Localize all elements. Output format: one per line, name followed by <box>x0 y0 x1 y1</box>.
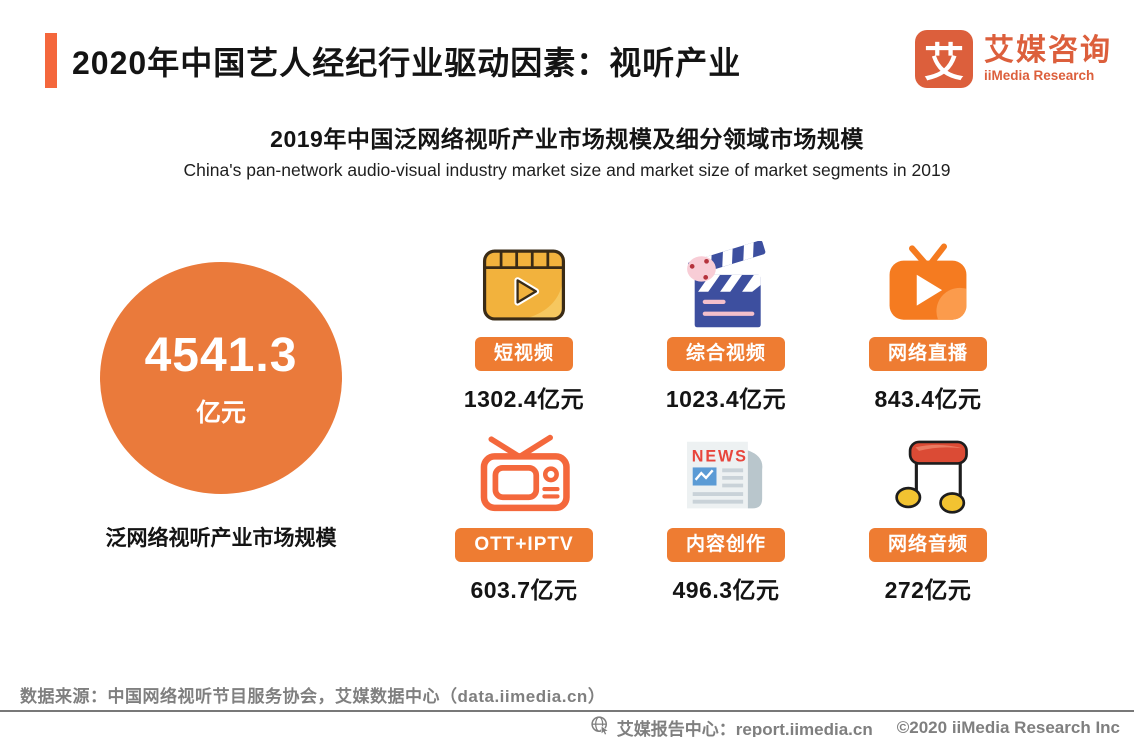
total-label: 泛网络视听产业市场规模 <box>105 527 337 550</box>
segment-label-pill: 网络音频 <box>868 528 987 562</box>
title-accent-bar <box>45 33 57 88</box>
report-center-text: 艾媒报告中心：report.iimedia.cn <box>616 720 873 737</box>
live-tv-icon <box>883 238 973 332</box>
logo-name-en: iiMedia Research <box>984 68 1095 84</box>
total-market-circle: 4541.3 亿元 <box>100 262 342 494</box>
copyright-text: ©2020 iiMedia Research Inc <box>896 717 1120 737</box>
segment-audio: 网络音频 272亿元 <box>827 429 1029 620</box>
logo-text: 艾媒咨询 iiMedia Research <box>984 35 1112 84</box>
bottom-bar: 艾媒报告中心：report.iimedia.cn ©2020 iiMedia R… <box>590 715 1120 737</box>
data-source-note: 数据来源：中国网络视听节目服务协会，艾媒数据中心（data.iimedia.cn… <box>20 687 606 706</box>
news-icon: NEWS <box>680 429 772 523</box>
segment-label-pill: 内容创作 <box>666 528 785 562</box>
segment-content-creation: NEWS 内容创作 496.3亿元 <box>625 429 827 620</box>
iimedia-logo-icon: 艾 <box>915 30 973 88</box>
segment-value: 1302.4亿元 <box>463 386 585 412</box>
segment-value: 843.4亿元 <box>874 386 982 412</box>
iimedia-logo: 艾 艾媒咨询 iiMedia Research <box>915 30 1112 88</box>
total-unit: 亿元 <box>195 398 246 427</box>
segment-value: 1023.4亿元 <box>665 386 787 412</box>
segments-grid: 短视频 1302.4亿元 <box>423 238 1029 620</box>
logo-name-cn: 艾媒咨询 <box>984 33 1112 67</box>
chart-subtitle-en: China's pan-network audio-visual industr… <box>183 160 951 180</box>
globe-cursor-icon <box>590 715 610 737</box>
segment-value: 496.3亿元 <box>672 577 780 603</box>
segment-label-pill: 综合视频 <box>666 337 785 371</box>
segment-video: 综合视频 1023.4亿元 <box>625 238 827 429</box>
header: 2020年中国艺人经纪行业驱动因素：视听产业 <box>45 33 741 88</box>
segment-label-pill: 短视频 <box>474 337 573 371</box>
segment-live: 网络直播 843.4亿元 <box>827 238 1029 429</box>
clapperboard-icon <box>679 238 773 332</box>
chart-title: 2019年中国泛网络视听产业市场规模及细分领域市场规模 <box>270 126 864 152</box>
segment-short-video: 短视频 1302.4亿元 <box>423 238 625 429</box>
total-value: 4541.3 <box>144 328 298 382</box>
segment-label-pill: 网络直播 <box>868 337 987 371</box>
svg-text:NEWS: NEWS <box>692 448 748 466</box>
segment-label-pill: OTT+IPTV <box>455 528 593 562</box>
segment-value: 272亿元 <box>884 577 972 603</box>
music-note-icon <box>885 429 971 523</box>
short-video-icon <box>480 238 568 332</box>
footer-divider <box>0 710 1134 712</box>
segment-ott-iptv: OTT+IPTV 603.7亿元 <box>423 429 625 620</box>
ott-tv-icon <box>475 429 573 523</box>
page-title: 2020年中国艺人经纪行业驱动因素：视听产业 <box>72 44 742 81</box>
segment-value: 603.7亿元 <box>470 577 578 603</box>
